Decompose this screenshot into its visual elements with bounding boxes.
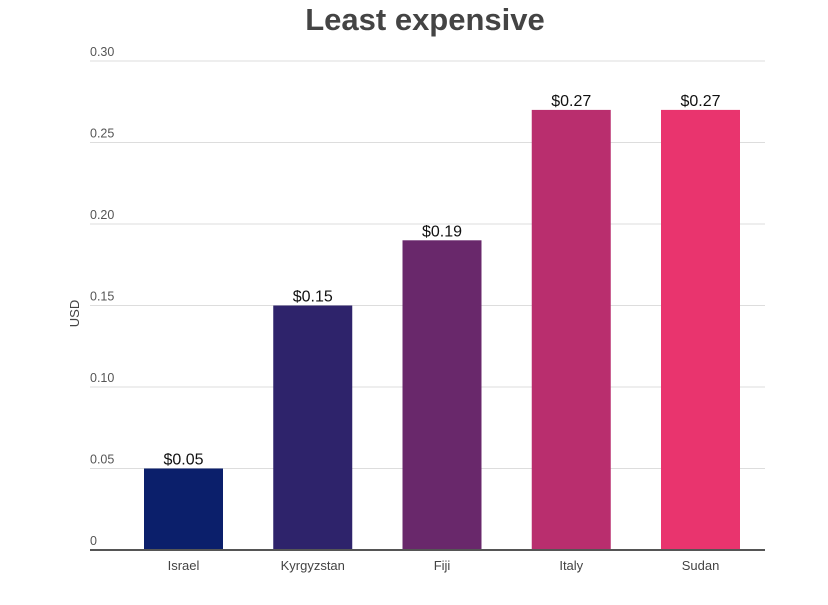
y-tick-label: 0.10: [90, 371, 114, 385]
y-tick-label: 0.05: [90, 453, 114, 467]
data-label: $0.27: [680, 93, 720, 110]
data-label: $0.15: [293, 289, 333, 306]
bar: [402, 240, 482, 551]
bar: [273, 305, 353, 550]
bar: [661, 109, 740, 551]
x-tick-label: Italy: [559, 558, 583, 573]
y-tick-label: 0: [90, 534, 97, 548]
x-tick-label: Israel: [168, 558, 200, 573]
y-tick-label: 0.15: [90, 290, 114, 304]
data-label: $0.19: [422, 223, 462, 240]
y-axis-ticks: 0 0.05 0.10 0.15 0.20 0.25 0.30: [90, 45, 114, 548]
x-axis-ticks: Israel Kyrgyzstan Fiji Italy Sudan: [168, 558, 720, 573]
data-label: $0.27: [551, 93, 591, 110]
bar: [531, 109, 611, 551]
x-tick-label: Sudan: [682, 558, 720, 573]
y-tick-label: 0.20: [90, 208, 114, 222]
data-label: $0.05: [163, 452, 203, 469]
bar: [144, 468, 223, 550]
x-tick-label: Kyrgyzstan: [281, 558, 345, 573]
y-axis-label: USD: [67, 300, 82, 327]
chart-title: Least expensive: [305, 2, 545, 37]
data-labels: $0.05 $0.15 $0.19 $0.27 $0.27: [163, 93, 720, 469]
y-tick-label: 0.25: [90, 127, 114, 141]
x-tick-label: Fiji: [434, 558, 451, 573]
y-tick-label: 0.30: [90, 45, 114, 59]
bars: [144, 109, 740, 551]
